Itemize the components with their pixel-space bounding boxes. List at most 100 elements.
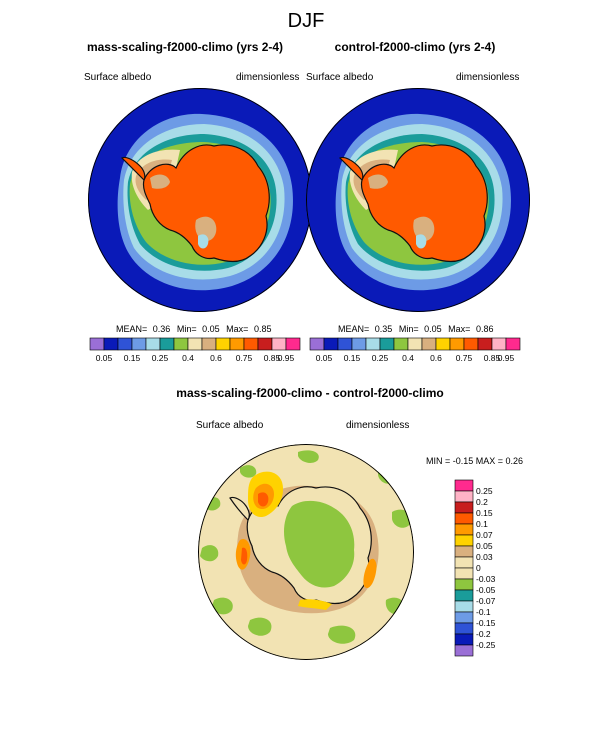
panel1-min-value: 0.05 bbox=[202, 324, 220, 334]
panel3-colorbar-box bbox=[454, 633, 474, 646]
panel2-colorbar-label: 0.75 bbox=[456, 353, 473, 363]
panel2-colorbar-box bbox=[323, 337, 339, 351]
panel3-colorbar-label: -0.05 bbox=[476, 585, 496, 595]
panel2-outline bbox=[306, 88, 530, 312]
panel2-colorbar-box bbox=[379, 337, 395, 351]
page-title: DJF bbox=[287, 10, 325, 32]
panel3-right-label: dimensionless bbox=[346, 420, 410, 431]
panel2-colorbar-box bbox=[505, 337, 521, 351]
panel1-max-label: Max= bbox=[226, 324, 249, 334]
panel2-colorbar-label: 0.95 bbox=[498, 353, 515, 363]
panel2-ross-cyan bbox=[416, 234, 427, 249]
panel3-colorbar-label: 0 bbox=[476, 563, 481, 573]
panel1-colorbar-label: 0.85 bbox=[264, 353, 281, 363]
panel2-colorbar-box bbox=[393, 337, 409, 351]
panel2-colorbar-box bbox=[449, 337, 465, 351]
panel2-colorbar-label: 0.85 bbox=[484, 353, 501, 363]
panel2-stats: MEAN= 0.35 Min= 0.05 Max= 0.86 bbox=[338, 324, 493, 334]
panel1-colorbar-box bbox=[103, 337, 119, 351]
panel1-colorbar-label: 0.95 bbox=[278, 353, 295, 363]
panel1-colorbar-box bbox=[285, 337, 301, 351]
panel1-peninsula bbox=[120, 156, 146, 182]
panel1-continent bbox=[142, 144, 270, 263]
panel1-colorbar: 0.05 0.15 0.25 0.4 0.6 0.75 0.850.95 bbox=[89, 337, 301, 363]
panel3-colorbar-box bbox=[454, 534, 474, 547]
panel1-stats: MEAN= 0.36 Min= 0.05 Max= 0.85 bbox=[116, 324, 271, 334]
panel3-peninsula bbox=[229, 496, 250, 522]
panel1-colorbar-box bbox=[229, 337, 245, 351]
panel2-mean-label: MEAN= bbox=[338, 324, 370, 334]
panel3-outline bbox=[198, 444, 414, 660]
panel1-colorbar-box bbox=[117, 337, 133, 351]
panel1-colorbar-box bbox=[159, 337, 175, 351]
panel3-colorbar-box bbox=[454, 479, 474, 492]
panel1-colorbar-label: 0.4 bbox=[182, 353, 194, 363]
panel3-colorbar-label: 0.15 bbox=[476, 508, 493, 518]
panel2-colorbar-box bbox=[365, 337, 381, 351]
panel2-mean-value: 0.35 bbox=[374, 324, 393, 334]
panel1-mean-label: MEAN= bbox=[116, 324, 148, 334]
panel3-title: mass-scaling-f2000-climo - control-f2000… bbox=[176, 386, 444, 400]
panel3-colorbar-box bbox=[454, 611, 474, 624]
panel1-min-label: Min= bbox=[176, 324, 197, 334]
panel1-colorbar-label: 0.6 bbox=[210, 353, 222, 363]
panel3-colorbar-label: -0.25 bbox=[476, 640, 496, 650]
panel2-colorbar-box bbox=[351, 337, 367, 351]
panel2-colorbar-label: 0.05 bbox=[316, 353, 333, 363]
panel1-colorbar-label: 0.75 bbox=[236, 353, 253, 363]
panel1-colorbar-label: 0.05 bbox=[96, 353, 113, 363]
panel3-map bbox=[198, 444, 414, 660]
panel3-left-label: Surface albedo bbox=[196, 420, 264, 431]
panel3-colorbar-label: -0.03 bbox=[476, 574, 496, 584]
panel3-colorbar-box bbox=[454, 589, 474, 602]
panel1-mean-value: 0.36 bbox=[152, 324, 171, 334]
panel3-colorbar-label: 0.25 bbox=[476, 486, 493, 496]
panel2-left-label: Surface albedo bbox=[306, 72, 374, 83]
panel1-weddell bbox=[150, 174, 170, 189]
panel3-colorbar-box bbox=[454, 490, 474, 503]
panel1-colorbar-box bbox=[187, 337, 203, 351]
panel2-colorbar-label: 0.4 bbox=[402, 353, 414, 363]
panel1-left-label: Surface albedo bbox=[84, 72, 152, 83]
panel2-right-label: dimensionless bbox=[456, 72, 520, 83]
panel2-min-value: 0.05 bbox=[424, 324, 442, 334]
panel3-colorbar-box bbox=[454, 578, 474, 591]
panel2-colorbar-box bbox=[463, 337, 479, 351]
panel2-colorbar-box bbox=[435, 337, 451, 351]
panel1-colorbar-box bbox=[215, 337, 231, 351]
panel2-colorbar-label: 0.15 bbox=[344, 353, 361, 363]
panel3-colorbar-box bbox=[454, 622, 474, 635]
panel3-green-blob-2 bbox=[200, 545, 219, 562]
panel2-map bbox=[306, 88, 530, 312]
panel3-colorbar-label: 0.2 bbox=[476, 497, 488, 507]
panel3-colorbar-label: 0.05 bbox=[476, 541, 493, 551]
panel1-colorbar-box bbox=[257, 337, 273, 351]
panel3-colorbar-box bbox=[454, 501, 474, 514]
panel2-colorbar-box bbox=[491, 337, 507, 351]
panel2-colorbar-box bbox=[477, 337, 493, 351]
panel2-min-label: Min= bbox=[398, 324, 419, 334]
panel2-colorbar-box bbox=[407, 337, 423, 351]
panel3-colorbar-box bbox=[454, 523, 474, 536]
panel1-colorbar-label: 0.25 bbox=[152, 353, 169, 363]
panel3-left-red bbox=[241, 547, 248, 565]
panel2-colorbar-label: 0.6 bbox=[430, 353, 442, 363]
panel1-map bbox=[88, 88, 312, 312]
panel2-colorbar-label: 0.25 bbox=[372, 353, 389, 363]
panel3-colorbar-label: -0.1 bbox=[476, 607, 491, 617]
panel3-colorbar-box bbox=[454, 545, 474, 558]
panel2-colorbar-box bbox=[309, 337, 325, 351]
panel3-colorbar-box bbox=[454, 567, 474, 580]
panel2-weddell bbox=[368, 174, 388, 189]
panel3-green-blob-7 bbox=[392, 509, 411, 528]
panel2-continent bbox=[360, 144, 488, 263]
panel2-peninsula bbox=[338, 156, 364, 182]
panel2-colorbar-box bbox=[337, 337, 353, 351]
panel3-continent-green bbox=[284, 500, 355, 588]
panel3-colorbar-box bbox=[454, 512, 474, 525]
panel1-ross-cyan bbox=[198, 234, 209, 249]
panel3-green-blob-5 bbox=[328, 625, 356, 644]
panel1-colorbar-label: 0.15 bbox=[124, 353, 141, 363]
panel3-colorbar-label: 0.1 bbox=[476, 519, 488, 529]
panel1-max-value: 0.85 bbox=[253, 324, 272, 334]
